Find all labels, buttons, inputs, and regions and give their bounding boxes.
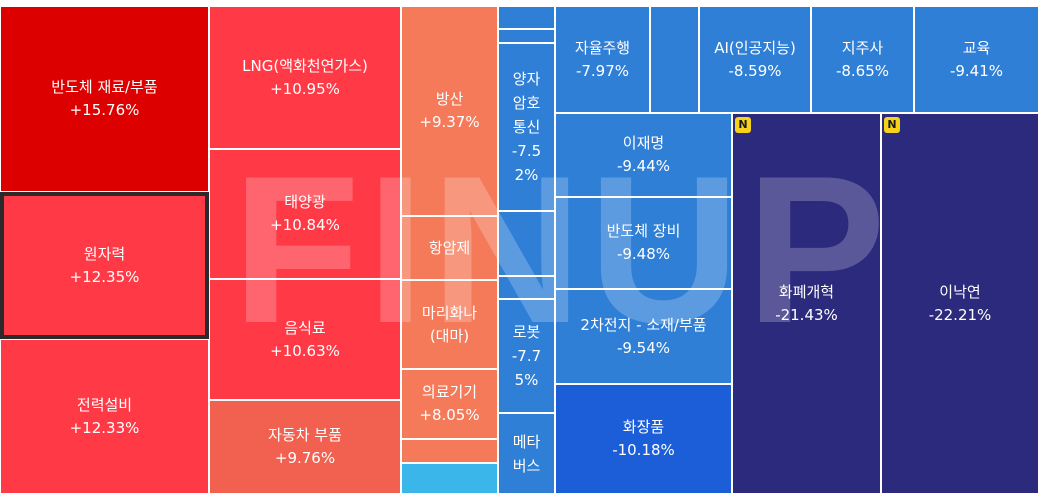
tile-change: -8.59% xyxy=(728,61,782,80)
treemap-tile[interactable]: 2차전지 - 소재/부품 -9.54% xyxy=(555,289,732,384)
tile-label: 지주사 xyxy=(841,38,884,57)
treemap-tile[interactable] xyxy=(498,29,555,43)
tile-change: +12.35% xyxy=(69,267,140,286)
treemap-tile[interactable] xyxy=(401,439,498,463)
treemap-tile[interactable] xyxy=(498,211,555,276)
tile-label: 전력설비 xyxy=(76,395,133,414)
treemap-tile[interactable]: 양자 암호 통신 -7.5 2% xyxy=(498,43,555,211)
tile-change: -7.97% xyxy=(575,61,630,80)
treemap-tile[interactable]: N 이낙연 -22.21% xyxy=(881,113,1039,494)
treemap-tile[interactable]: 의료기기 +8.05% xyxy=(401,369,498,439)
treemap-tile[interactable]: 방산 +9.37% xyxy=(401,6,498,216)
tile-change: -10.18% xyxy=(612,441,675,459)
tile-label: 이재명 xyxy=(622,134,665,152)
tile-label: AI(인공지능) xyxy=(714,38,796,57)
tile-label: 마리화나 (대마) xyxy=(421,303,478,345)
treemap-tile[interactable]: 마리화나 (대마) xyxy=(401,280,498,369)
treemap-tile[interactable]: 메타 버스 xyxy=(498,413,555,494)
treemap-tile[interactable]: 반도체 장비 -9.48% xyxy=(555,197,732,289)
treemap-tile[interactable]: 반도체 재료/부품 +15.76% xyxy=(0,6,209,192)
tile-change: +10.63% xyxy=(270,341,340,360)
treemap-tile[interactable]: 자율주행 -7.97% xyxy=(555,6,650,113)
treemap-tile[interactable]: 교육 -9.41% xyxy=(914,6,1039,113)
tile-change: -8.65% xyxy=(835,61,890,80)
tile-label: 원자력 xyxy=(83,244,126,263)
tile-label: 태양광 xyxy=(284,193,326,211)
treemap-tile[interactable]: LNG(액화천연가스) +10.95% xyxy=(209,6,401,149)
tile-change: -7.5 2% xyxy=(511,142,542,184)
tile-change: -9.41% xyxy=(949,61,1004,80)
tile-label: 화폐개혁 xyxy=(778,282,835,301)
treemap-tile[interactable]: 항암제 xyxy=(401,216,498,280)
tile-label: 교육 xyxy=(962,38,991,57)
tile-change: +12.33% xyxy=(69,418,140,437)
treemap-tile[interactable]: 전력설비 +12.33% xyxy=(0,339,209,494)
tile-label: 음식료 xyxy=(284,318,326,337)
new-badge: N xyxy=(735,117,751,133)
tile-change: -22.21% xyxy=(928,305,992,324)
tile-change: -9.54% xyxy=(616,338,671,357)
treemap-tile[interactable] xyxy=(650,6,699,113)
tile-label: 반도체 장비 xyxy=(606,222,681,240)
tile-change: +9.37% xyxy=(419,113,480,131)
tile-change: +9.76% xyxy=(274,449,336,467)
tile-label: 화장품 xyxy=(622,418,665,436)
tile-label: 2차전지 - 소재/부품 xyxy=(580,315,707,334)
tile-label: 메타 버스 xyxy=(512,432,541,475)
tile-label: 양자 암호 통신 xyxy=(512,70,541,136)
treemap-tile[interactable]: 화장품 -10.18% xyxy=(555,384,732,494)
treemap-tile[interactable]: N 화폐개혁 -21.43% xyxy=(732,113,881,494)
tile-label: LNG(액화천연가스) xyxy=(242,56,368,75)
treemap-tile[interactable]: 음식료 +10.63% xyxy=(209,279,401,400)
tile-label: 이낙연 xyxy=(939,282,981,301)
treemap-tile[interactable]: 로봇 -7.7 5% xyxy=(498,299,555,413)
treemap-tile[interactable] xyxy=(498,276,555,299)
tile-change: +8.05% xyxy=(419,406,480,424)
treemap-tile[interactable]: 원자력 +12.35% xyxy=(0,192,209,339)
tile-change: -21.43% xyxy=(775,305,838,324)
tile-change: +15.76% xyxy=(69,101,140,119)
tile-label: 자동차 부품 xyxy=(268,426,342,444)
tile-change: -9.44% xyxy=(616,157,671,175)
new-badge: N xyxy=(884,117,900,133)
tile-label: 자율주행 xyxy=(574,38,631,57)
tile-change: -7.7 5% xyxy=(511,347,542,389)
tile-label: 반도체 재료/부품 xyxy=(51,78,158,96)
tile-change: +10.95% xyxy=(270,79,340,98)
tile-label: 로봇 xyxy=(512,323,541,341)
tile-change: -9.48% xyxy=(616,245,671,263)
tile-change: +10.84% xyxy=(270,216,340,234)
treemap-tile[interactable]: 이재명 -9.44% xyxy=(555,113,732,197)
treemap-tile[interactable]: 자동차 부품 +9.76% xyxy=(209,400,401,494)
tile-label: 의료기기 xyxy=(421,383,478,401)
treemap-tile[interactable] xyxy=(401,463,498,494)
treemap-tile[interactable]: AI(인공지능) -8.59% xyxy=(699,6,811,113)
tile-label: 항암제 xyxy=(428,238,471,257)
tile-label: 방산 xyxy=(435,90,464,108)
treemap-tile[interactable]: 태양광 +10.84% xyxy=(209,149,401,279)
treemap-tile[interactable]: 지주사 -8.65% xyxy=(811,6,914,113)
treemap-tile[interactable] xyxy=(498,6,555,29)
